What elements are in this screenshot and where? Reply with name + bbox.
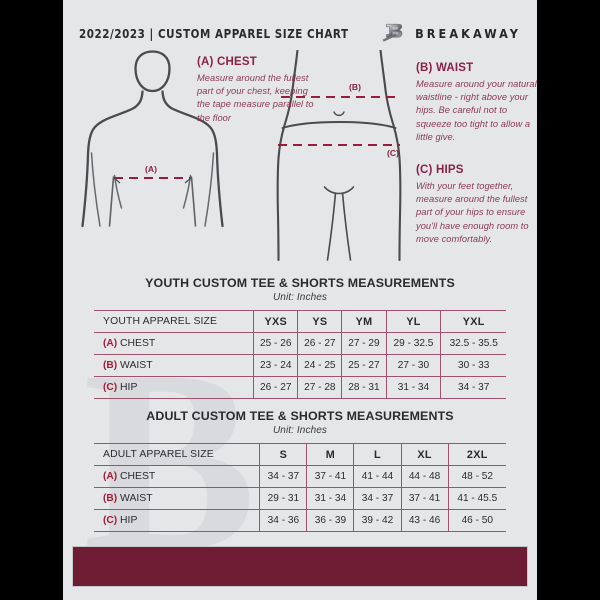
adult-size-col-0: S — [259, 443, 308, 466]
adult-row-1-label: (B) WAIST — [94, 487, 261, 510]
youth-size-col-1: YS — [297, 310, 343, 333]
chest-description-title: (A) CHEST — [197, 56, 257, 68]
waist-description-body: Measure around your natural waistline - … — [416, 79, 537, 142]
adult-row-2-val-4: 46 - 50 — [447, 509, 506, 532]
chest-marker-label: (A) — [145, 164, 157, 174]
adult-size-col-3: XL — [400, 443, 449, 466]
hips-description-block: (C) HIPS With your feet together, measur… — [416, 164, 537, 246]
youth-row-2-val-3: 31 - 34 — [385, 376, 442, 399]
chest-description-block: (A) CHEST Measure around the fullest par… — [197, 56, 319, 125]
youth-row-0-val-4: 32.5 - 35.5 — [440, 332, 506, 355]
youth-row-2-val-2: 28 - 31 — [341, 376, 387, 399]
adult-row-0-label: (A) CHEST — [94, 465, 261, 488]
adult-size-col-1: M — [306, 443, 355, 466]
youth-row-0-label: (A) CHEST — [94, 332, 255, 355]
adult-row-2-label: (C) HIP — [94, 509, 261, 532]
youth-row-2-label: (C) HIP — [94, 376, 255, 399]
youth-row-0-val-0: 25 - 26 — [253, 332, 299, 355]
breakaway-b-logo-icon — [380, 20, 406, 46]
lower-body-hips-figure — [276, 50, 402, 262]
hip-marker-label: (C) — [387, 148, 399, 158]
adult-section-unit: Unit: Inches — [272, 425, 327, 436]
adult-row-1-val-2: 34 - 37 — [353, 487, 402, 510]
chest-description-body: Measure around the fullest part of your … — [197, 73, 314, 123]
brand-logo: BREAKAWAY — [380, 18, 521, 48]
footer-bar — [72, 546, 528, 587]
table-row: (C) HIP 34 - 36 36 - 39 39 - 42 43 - 46 … — [94, 509, 506, 532]
adult-row-0-val-4: 48 - 52 — [447, 465, 506, 488]
adult-row-2-val-0: 34 - 36 — [259, 509, 308, 532]
page-header: 2022/2023 | CUSTOM APPAREL SIZE CHART — [63, 18, 537, 48]
hips-description-body: With your feet together, measure around … — [416, 181, 529, 244]
adult-section-title: ADULT CUSTOM TEE & SHORTS MEASUREMENTS — [146, 409, 454, 423]
table-row: (B) WAIST 29 - 31 31 - 34 34 - 37 37 - 4… — [94, 487, 506, 510]
adult-row-0-val-0: 34 - 37 — [259, 465, 308, 488]
youth-row-2-val-1: 27 - 28 — [297, 376, 343, 399]
youth-section-unit: Unit: Inches — [272, 292, 327, 303]
chest-measure-line — [113, 176, 192, 184]
table-header-row: ADULT APPAREL SIZE S M L XL 2XL — [94, 443, 506, 466]
youth-header-label: YOUTH APPAREL SIZE — [94, 310, 255, 333]
youth-measurements-section: YOUTH CUSTOM TEE & SHORTS MEASUREMENTS U… — [63, 276, 537, 399]
hips-description-title: (C) HIPS — [416, 164, 464, 176]
table-row: (A) CHEST 34 - 37 37 - 41 41 - 44 44 - 4… — [94, 465, 506, 488]
youth-row-2-val-0: 26 - 27 — [253, 376, 299, 399]
youth-row-0-val-1: 26 - 27 — [297, 332, 343, 355]
adult-row-0-val-1: 37 - 41 — [306, 465, 355, 488]
waist-description-block: (B) WAIST Measure around your natural wa… — [416, 62, 537, 144]
youth-row-1-val-0: 23 - 24 — [253, 354, 299, 377]
adult-row-1-val-3: 37 - 41 — [400, 487, 449, 510]
adult-row-1-val-1: 31 - 34 — [306, 487, 355, 510]
adult-row-2-val-1: 36 - 39 — [306, 509, 355, 532]
adult-row-2-val-3: 43 - 46 — [400, 509, 449, 532]
youth-row-1-val-3: 27 - 30 — [385, 354, 442, 377]
youth-size-col-0: YXS — [253, 310, 299, 333]
table-row: (C) HIP 26 - 27 27 - 28 28 - 31 31 - 34 … — [94, 376, 506, 399]
table-row: (A) CHEST 25 - 26 26 - 27 27 - 29 29 - 3… — [94, 332, 506, 355]
youth-row-1-val-4: 30 - 33 — [440, 354, 506, 377]
adult-row-1-val-4: 41 - 45.5 — [447, 487, 506, 510]
youth-row-1-label: (B) WAIST — [94, 354, 255, 377]
youth-section-title: YOUTH CUSTOM TEE & SHORTS MEASUREMENTS — [145, 276, 455, 290]
youth-size-col-4: YXL — [440, 310, 506, 333]
adult-size-col-2: L — [353, 443, 402, 466]
table-row: (B) WAIST 23 - 24 24 - 25 25 - 27 27 - 3… — [94, 354, 506, 377]
adult-size-table: ADULT APPAREL SIZE S M L XL 2XL (A) CHES… — [94, 443, 506, 532]
adult-header-label: ADULT APPAREL SIZE — [94, 443, 261, 466]
adult-measurements-section: ADULT CUSTOM TEE & SHORTS MEASUREMENTS U… — [63, 409, 537, 532]
page-title: 2022/2023 | CUSTOM APPAREL SIZE CHART — [79, 25, 349, 41]
size-chart-page: B 2022/2023 | CUSTOM APPAREL SIZE CHART — [63, 0, 537, 600]
adult-row-2-val-2: 39 - 42 — [353, 509, 402, 532]
measurement-diagram: (A) (B) (C) (A) CHEST Measure around the… — [63, 50, 537, 272]
adult-row-0-val-3: 44 - 48 — [400, 465, 449, 488]
youth-size-col-3: YL — [385, 310, 442, 333]
adult-row-1-val-0: 29 - 31 — [259, 487, 308, 510]
youth-size-table: YOUTH APPAREL SIZE YXS YS YM YL YXL (A) … — [94, 310, 506, 399]
youth-row-1-val-1: 24 - 25 — [297, 354, 343, 377]
youth-row-2-val-4: 34 - 37 — [440, 376, 506, 399]
adult-row-0-val-2: 41 - 44 — [353, 465, 402, 488]
youth-size-col-2: YM — [341, 310, 387, 333]
table-header-row: YOUTH APPAREL SIZE YXS YS YM YL YXL — [94, 310, 506, 333]
waist-marker-label: (B) — [349, 82, 361, 92]
youth-row-1-val-2: 25 - 27 — [341, 354, 387, 377]
youth-row-0-val-2: 27 - 29 — [341, 332, 387, 355]
brand-name: BREAKAWAY — [415, 25, 521, 41]
waist-description-title: (B) WAIST — [416, 62, 474, 74]
youth-row-0-val-3: 29 - 32.5 — [385, 332, 442, 355]
adult-size-col-4: 2XL — [447, 443, 506, 466]
